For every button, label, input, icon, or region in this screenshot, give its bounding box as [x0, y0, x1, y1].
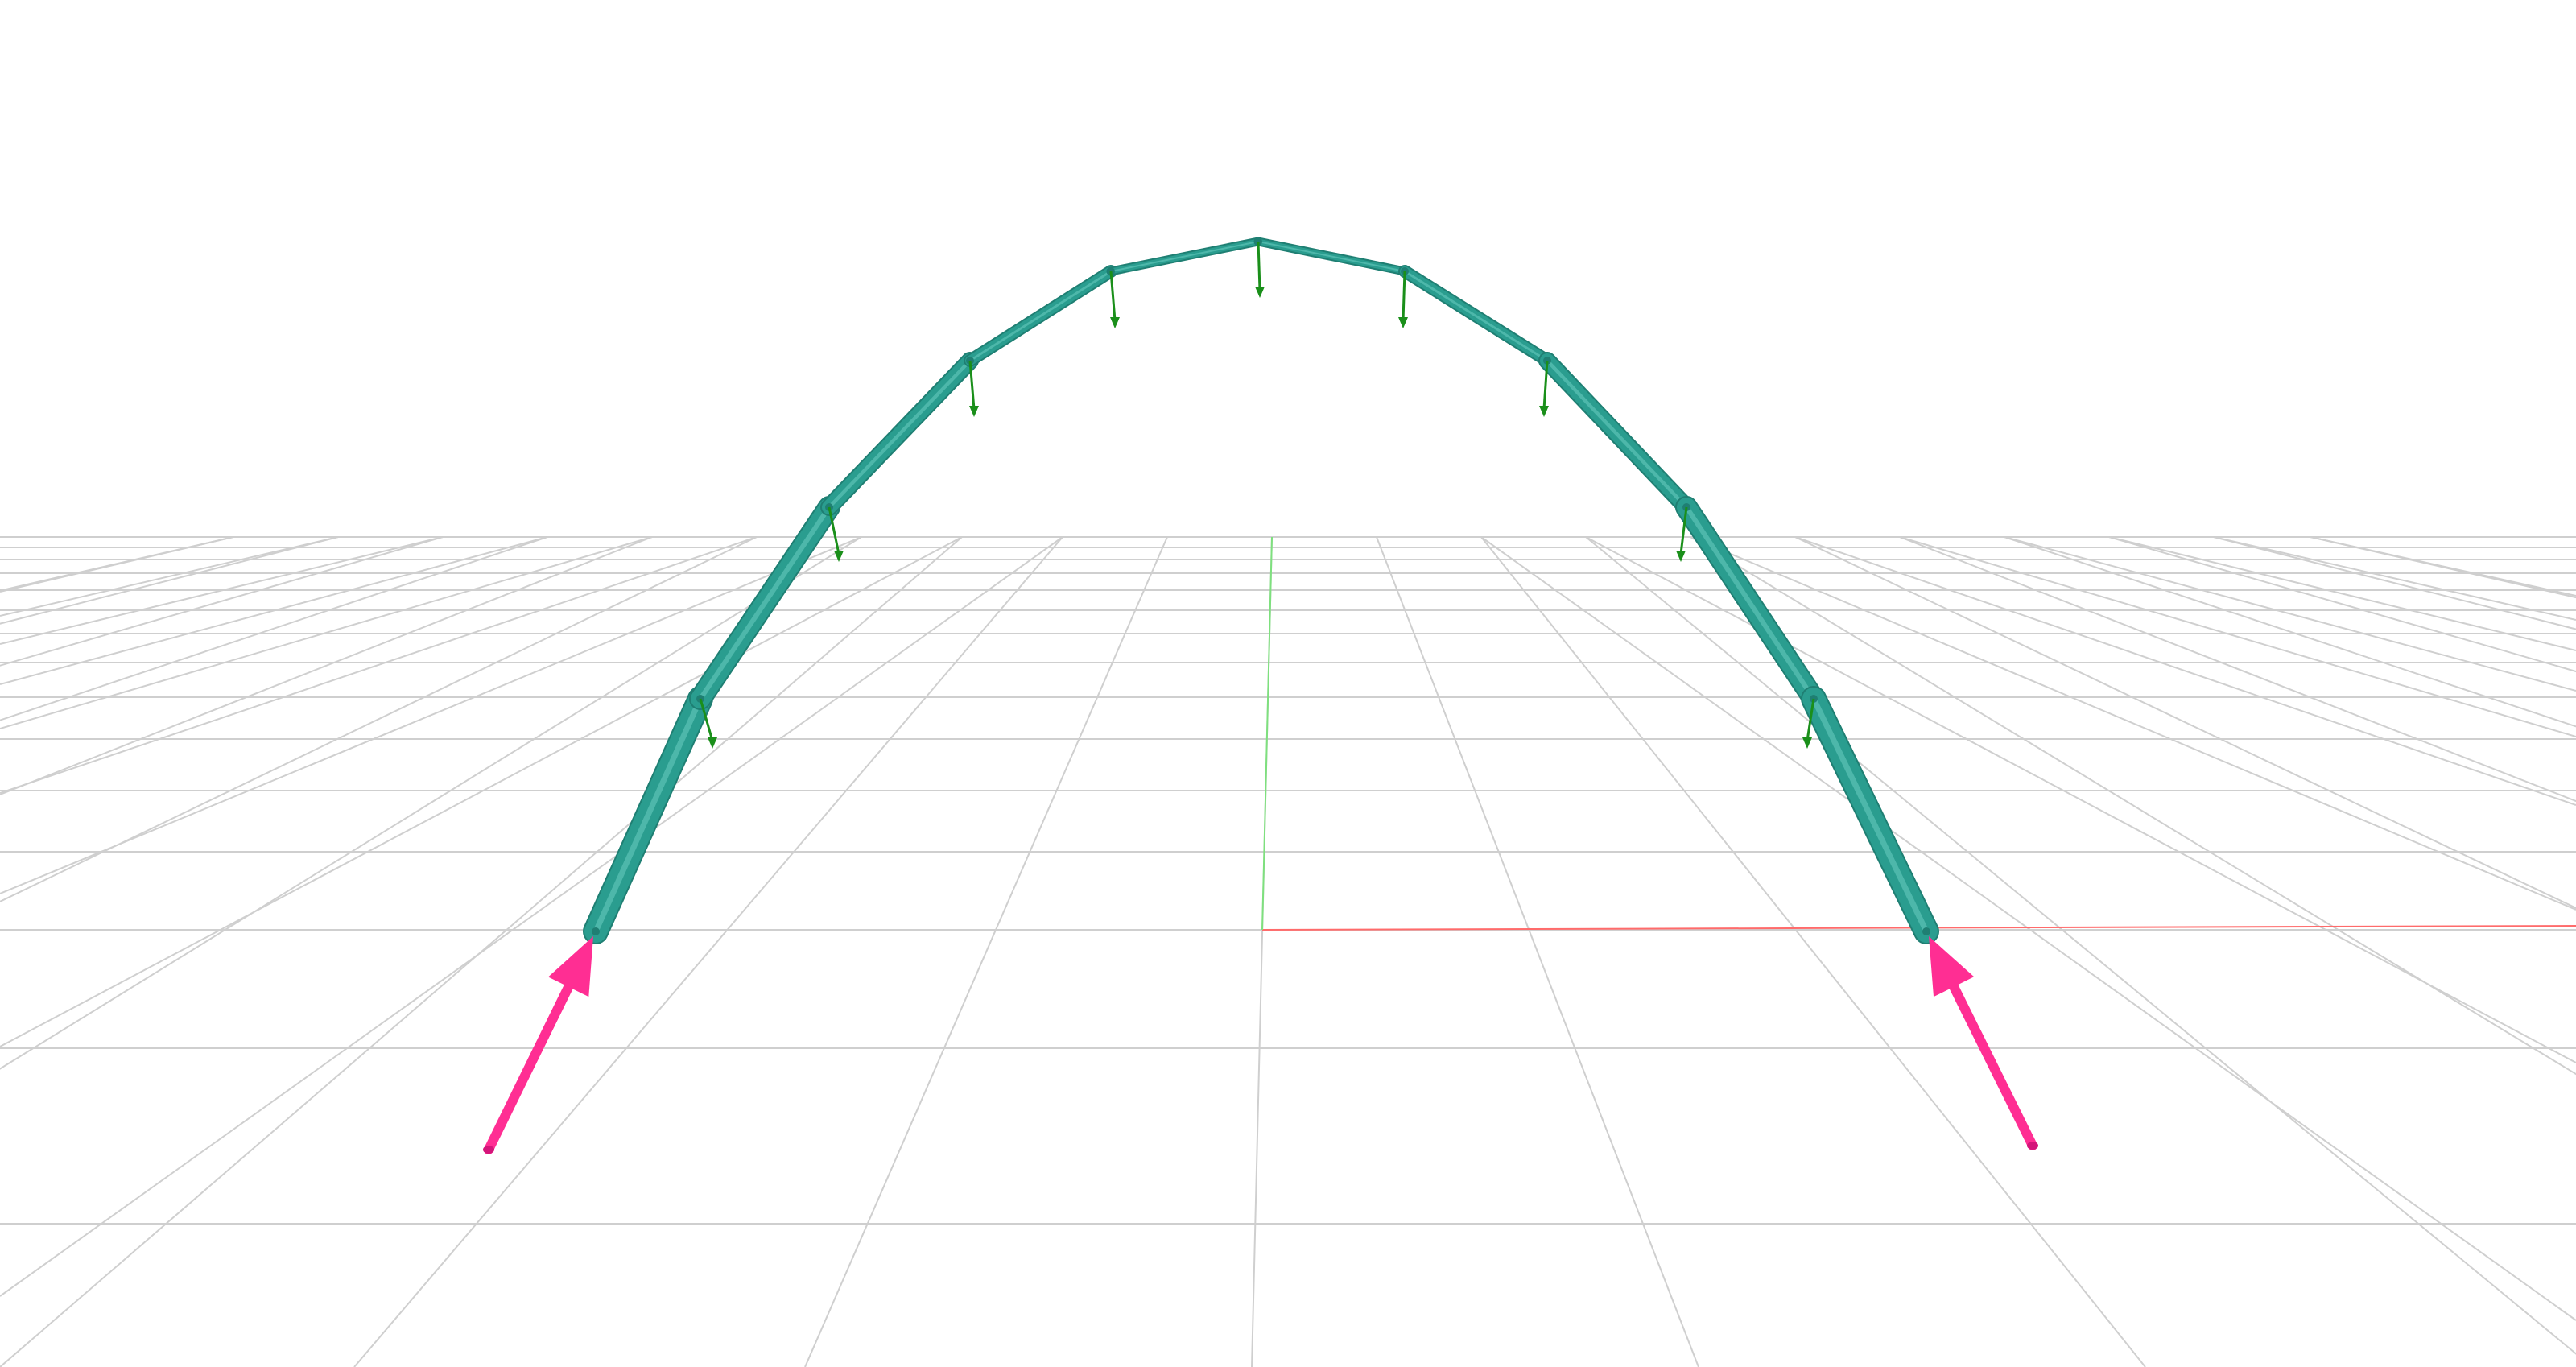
- arch-member-highlight: [1110, 241, 1259, 272]
- load-arrow-shaft: [1109, 271, 1117, 321]
- arch-node: [592, 927, 600, 935]
- grid-line-depth: [0, 536, 653, 796]
- grid-line-depth: [1899, 536, 2576, 803]
- grid-line-fan: [0, 536, 862, 894]
- grid-line-fan: [2213, 536, 2576, 621]
- grid-line-depth: [804, 536, 1168, 1367]
- grid-line-fan: [1899, 536, 2576, 737]
- load-arrow-shaft: [1542, 360, 1549, 410]
- load-arrow-head: [1110, 317, 1120, 328]
- grid-line-fan: [2004, 536, 2576, 692]
- grid-line-depth: [2310, 536, 2576, 599]
- grid-line-fan: [1794, 536, 2576, 806]
- grid-line-depth: [0, 536, 548, 721]
- grid-line-fan: [0, 536, 653, 729]
- load-arrow-head: [834, 551, 844, 562]
- reaction-arrow-tail: [483, 1146, 494, 1154]
- grid-line-fan: [0, 536, 234, 593]
- arch-member-highlight: [968, 270, 1113, 362]
- arch-member-highlight: [592, 696, 704, 935]
- grid-line-depth: [0, 536, 758, 902]
- grid-line-depth: [0, 536, 234, 592]
- arch-member-highlight: [1403, 270, 1549, 362]
- grid-line-fan: [0, 536, 963, 1047]
- grid-line-depth: [0, 536, 444, 667]
- arch-member-highlight: [1810, 696, 1930, 935]
- grid-line-fan: [0, 536, 339, 617]
- grid-line-depth: [0, 536, 862, 1070]
- reaction-arrow-shaft: [1949, 981, 2037, 1150]
- grid-line-depth: [2108, 536, 2576, 673]
- load-arrow-shaft: [828, 506, 840, 555]
- load-arrow-head: [708, 737, 717, 749]
- load-arrow-shaft: [1257, 241, 1261, 291]
- y-axis-line: [1261, 536, 1273, 931]
- load-arrow-head: [1255, 287, 1265, 298]
- grid-line-fan: [0, 536, 758, 794]
- grid-line-depth: [2213, 536, 2576, 630]
- grid-line-depth: [1376, 536, 1699, 1367]
- grid-line-fan: [2310, 536, 2576, 597]
- load-arrow-shaft: [699, 698, 714, 741]
- grid-line-depth: [2004, 536, 2576, 728]
- grid-line-depth: [1480, 536, 2146, 1367]
- reaction-arrow-shaft: [484, 981, 574, 1154]
- arch-member-highlight: [827, 358, 972, 510]
- grid-line-fan: [2108, 536, 2576, 651]
- arch-member-highlight: [1684, 505, 1816, 701]
- load-arrow-shaft: [1806, 698, 1815, 741]
- arch-structure: [583, 237, 1939, 944]
- grid-line-depth: [1585, 536, 2576, 1355]
- load-arrow-head: [1802, 737, 1812, 749]
- grid-line-fan: [0, 536, 548, 685]
- arch-node: [1922, 927, 1930, 935]
- load-arrow-head: [1539, 406, 1549, 417]
- grid-line-fan: [0, 536, 1063, 1297]
- grid-line-depth: [0, 536, 339, 625]
- load-arrow-shaft: [1402, 271, 1406, 321]
- grid-line-depth: [1794, 536, 2576, 909]
- reaction-arrow-head: [1929, 936, 1975, 997]
- arch-member-highlight: [698, 505, 832, 701]
- grid-line-fan: [0, 536, 444, 645]
- reaction-arrow-tail: [2027, 1142, 2038, 1150]
- grid-line-depth: [353, 536, 1063, 1367]
- reaction-arrow-head: [548, 936, 593, 997]
- load-arrows: [699, 241, 1815, 749]
- ground-grid: [0, 536, 2576, 1367]
- load-arrow-head: [969, 406, 979, 417]
- grid-line-fan: [1480, 536, 2576, 1321]
- load-arrow-head: [1398, 317, 1408, 328]
- arch-member-highlight: [1545, 358, 1689, 510]
- arch-member-highlight: [1257, 241, 1406, 272]
- load-arrow-head: [1676, 551, 1686, 562]
- load-arrow-shaft: [968, 360, 976, 410]
- grid-line-fan: [1585, 536, 2576, 1063]
- grid-line-fan: [1690, 536, 2576, 911]
- reaction-arrows: [483, 936, 2038, 1154]
- load-arrow-shaft: [1679, 506, 1688, 555]
- grid-line-depth: [1690, 536, 2576, 1076]
